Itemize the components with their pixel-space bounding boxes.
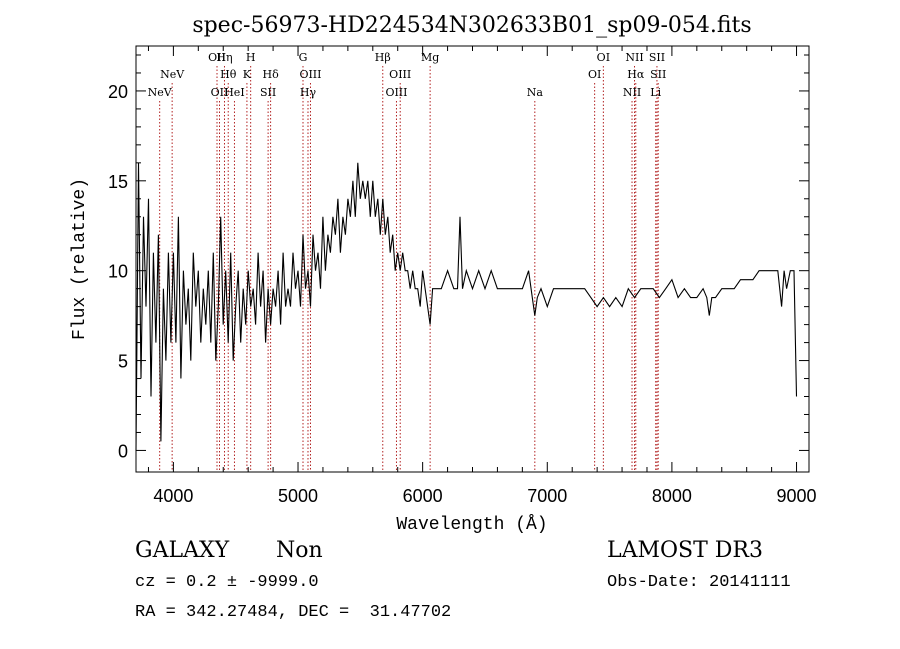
line-label-16: OIII xyxy=(385,86,407,99)
object-subclass: Non xyxy=(276,538,323,563)
y-tick-label-0: 0 xyxy=(118,441,128,461)
line-label-7: H xyxy=(246,51,256,64)
line-label-26: Li xyxy=(650,86,661,99)
y-axis-label: Flux (relative) xyxy=(70,178,90,340)
y-tick-label-1: 5 xyxy=(118,352,128,372)
line-label-17: Mg xyxy=(421,51,439,64)
y-tick-label-2: 10 xyxy=(108,262,128,282)
line-label-24: SII xyxy=(649,51,665,64)
line-label-3: OII xyxy=(211,86,229,99)
line-label-1: NeV xyxy=(160,68,185,81)
emission-line-markers xyxy=(159,66,659,472)
line-label-4: Hη xyxy=(216,51,232,64)
line-label-12: OIII xyxy=(299,68,321,81)
sky-coordinates: RA = 342.27484, DEC = 31.47702 xyxy=(135,603,452,622)
x-tick-label-3: 7000 xyxy=(527,486,567,506)
y-tick-label-3: 15 xyxy=(108,172,128,192)
x-tick-label-4: 8000 xyxy=(652,486,692,506)
line-label-18: Na xyxy=(527,86,544,99)
line-label-0: NeV xyxy=(148,86,173,99)
x-tick-label-0: 4000 xyxy=(153,486,193,506)
line-label-19: OI xyxy=(597,51,610,64)
line-label-25: SII xyxy=(650,68,666,81)
observation-date: Obs-Date: 20141111 xyxy=(607,573,791,592)
line-label-23: NII xyxy=(623,86,641,99)
line-label-5: Hθ xyxy=(220,68,237,81)
spectrum-line xyxy=(135,162,798,451)
chart-title: spec-56973-HD224534N302633B01_sp09-054.f… xyxy=(192,13,751,38)
x-axis-ticks: 4000 5000 6000 7000 8000 9000 xyxy=(147,46,817,506)
object-class: GALAXY xyxy=(135,538,230,563)
line-label-6: HeI xyxy=(224,86,244,99)
line-label-11: G xyxy=(299,51,308,64)
line-label-9: Hδ xyxy=(262,68,279,81)
line-label-21: NII xyxy=(625,51,643,64)
line-label-15: OIII xyxy=(389,68,411,81)
y-axis-ticks: 0 5 10 15 20 xyxy=(108,54,809,461)
x-tick-label-5: 9000 xyxy=(777,486,817,506)
line-label-20: OI xyxy=(588,68,601,81)
line-label-10: SII xyxy=(260,86,276,99)
survey-name: LAMOST DR3 xyxy=(607,538,763,563)
line-label-2: OII xyxy=(208,51,226,64)
redshift-cz: cz = 0.2 ± -9999.0 xyxy=(135,573,319,592)
x-tick-label-1: 5000 xyxy=(278,486,318,506)
plot-frame xyxy=(135,45,810,473)
line-label-14: Hβ xyxy=(375,51,391,64)
line-label-8: K xyxy=(243,68,252,81)
line-label-13: Hγ xyxy=(300,86,317,99)
x-axis-label: Wavelength (Å) xyxy=(396,514,547,535)
x-tick-label-2: 6000 xyxy=(403,486,443,506)
y-tick-label-4: 20 xyxy=(108,82,128,102)
line-label-22: Hα xyxy=(627,68,645,81)
